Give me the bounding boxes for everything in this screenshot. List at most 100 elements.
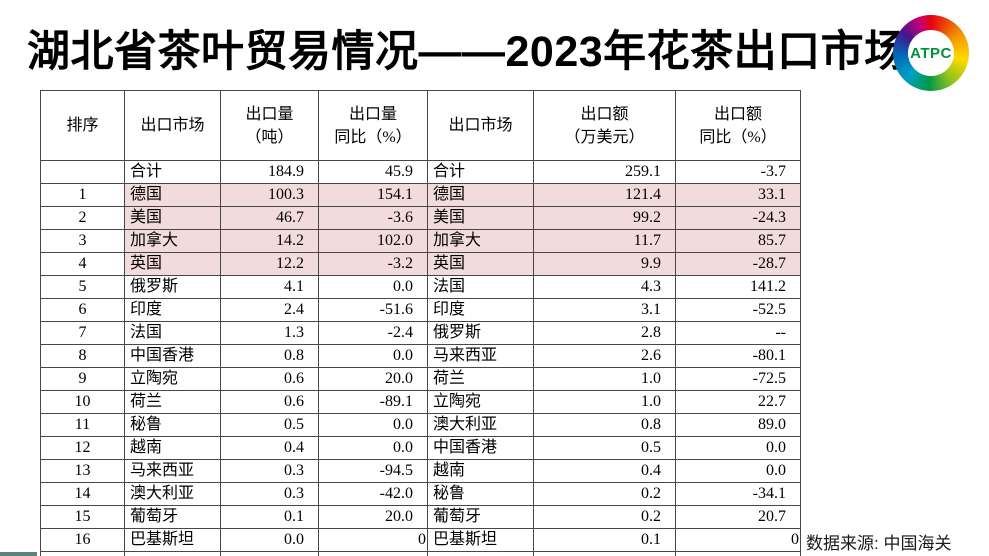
table-cell: 葡萄牙 xyxy=(427,505,534,529)
table-cell: 121.4 xyxy=(533,183,676,207)
table-row: 5 俄罗斯 4.1 0.0 法国 4.3 141.2 xyxy=(40,275,801,299)
header-cell: 出口量 （吨） xyxy=(220,90,319,161)
table-cell: 0.2 xyxy=(533,505,676,529)
table-cell: 马来西亚 xyxy=(427,344,534,368)
table-row: 9 立陶宛 0.6 20.0 荷兰 1.0 -72.5 xyxy=(40,367,801,391)
table-cell: 10 xyxy=(40,390,125,414)
table-cell: 12 xyxy=(40,436,125,460)
table-cell: 马来西亚 xyxy=(124,459,221,483)
table-cell: 加拿大 xyxy=(427,229,534,253)
table-cell: -3.6 xyxy=(318,206,428,230)
table-row: 10 荷兰 0.6 -89.1 立陶宛 1.0 22.7 xyxy=(40,390,801,414)
table-cell: 0.8 xyxy=(533,413,676,437)
table-cell: 85.7 xyxy=(675,229,801,253)
table-cell: 越南 xyxy=(427,459,534,483)
header-row: 排序 出口市场 出口量 （吨） 出口量 同比（%） 出口市场 出口额 （万美元） 出口额 同比（%） xyxy=(40,90,801,161)
table-cell: 合计 xyxy=(124,160,221,184)
table-cell: 印度 xyxy=(124,298,221,322)
table-cell: 16 xyxy=(40,528,125,552)
table-cell: 89.0 xyxy=(675,413,801,437)
table-cell: 0.5 xyxy=(533,436,676,460)
table-cell: 2 xyxy=(40,206,125,230)
table-cell: 1.3 xyxy=(220,321,319,345)
header-cell: 排序 xyxy=(40,90,125,161)
atpc-logo: ATPC xyxy=(893,15,969,91)
table-cell: 0.0 xyxy=(675,459,801,483)
header-cell: 出口额 （万美元） xyxy=(533,90,676,161)
table-cell: 46.7 xyxy=(220,206,319,230)
export-market-table: 排序 出口市场 出口量 （吨） 出口量 同比（%） 出口市场 出口额 （万美元） 出口额 同比（%）… xyxy=(40,90,801,556)
atpc-swirl-icon xyxy=(893,15,969,91)
header-cell: 出口额 同比（%） xyxy=(675,90,801,161)
table-row: 13 马来西亚 0.3 -94.5 越南 0.4 0.0 xyxy=(40,459,801,483)
table-cell: 4.1 xyxy=(220,275,319,299)
table-cell: 154.1 xyxy=(318,183,428,207)
header-cell: 出口量 同比（%） xyxy=(318,90,428,161)
table-cell: 俄罗斯 xyxy=(124,275,221,299)
table-cell: 印度 xyxy=(427,298,534,322)
table-cell: 3 xyxy=(40,229,125,253)
table-cell: 4.3 xyxy=(533,275,676,299)
table-cell: 巴基斯坦 xyxy=(427,528,534,552)
table-cell: 英国 xyxy=(427,252,534,276)
table-cell xyxy=(675,551,801,556)
table-cell: 中国香港 xyxy=(124,344,221,368)
table-cell: 美国 xyxy=(427,206,534,230)
table-cell: -- xyxy=(675,321,801,345)
table-cell: 14.2 xyxy=(220,229,319,253)
table-cell: 澳大利亚 xyxy=(427,413,534,437)
table-row: 1 德国 100.3 154.1 德国 121.4 33.1 xyxy=(40,183,801,207)
table-cell: -2.4 xyxy=(318,321,428,345)
table-cell: 荷兰 xyxy=(427,367,534,391)
table-row: 合计 184.9 45.9 合计 259.1 -3.7 xyxy=(40,160,801,184)
table-cell: 8 xyxy=(40,344,125,368)
table-cell: 立陶宛 xyxy=(427,390,534,414)
atpc-logo-text: ATPC xyxy=(910,44,952,62)
table-row: 12 越南 0.4 0.0 中国香港 0.5 0.0 xyxy=(40,436,801,460)
table-cell: 0.0 xyxy=(220,528,319,552)
table-cell: -89.1 xyxy=(318,390,428,414)
table-row: 15 葡萄牙 0.1 20.0 葡萄牙 0.2 20.7 xyxy=(40,505,801,529)
table-cell: 德国 xyxy=(124,183,221,207)
table-cell: -94.5 xyxy=(318,459,428,483)
table-cell: -52.5 xyxy=(675,298,801,322)
table-cell: 0.0 xyxy=(318,436,428,460)
table-cell: 美国 xyxy=(124,206,221,230)
table-row: 16 巴基斯坦 0.0 0 巴基斯坦 0.1 0 xyxy=(40,528,801,552)
table-cell: 3.1 xyxy=(533,298,676,322)
table-cell: 33.1 xyxy=(675,183,801,207)
table-cell: 22.7 xyxy=(675,390,801,414)
header-cell: 出口市场 xyxy=(124,90,221,161)
table-cell: -3.7 xyxy=(675,160,801,184)
table-cell: -51.6 xyxy=(318,298,428,322)
table-cell: 99.2 xyxy=(533,206,676,230)
table-cell: 2.8 xyxy=(533,321,676,345)
table-cell: 2.6 xyxy=(533,344,676,368)
table-cell: 45.9 xyxy=(318,160,428,184)
bottom-left-sliver xyxy=(0,552,37,556)
table-cell xyxy=(40,551,125,556)
table-cell: 越南 xyxy=(124,436,221,460)
table-cell: -24.3 xyxy=(675,206,801,230)
table-cell: 秘鲁 xyxy=(124,413,221,437)
table-cell: 259.1 xyxy=(533,160,676,184)
table-cell: 立陶宛 xyxy=(124,367,221,391)
table-cell: 巴基斯坦 xyxy=(124,528,221,552)
table-cell: 0.1 xyxy=(533,528,676,552)
data-source-note: 数据来源: 中国海关 xyxy=(806,534,952,553)
table-cell: 0.4 xyxy=(533,459,676,483)
table-cell xyxy=(124,551,221,556)
table-cell: 0.3 xyxy=(220,459,319,483)
table-cell: 4 xyxy=(40,252,125,276)
table-cell: 13 xyxy=(40,459,125,483)
table-cell: 12.2 xyxy=(220,252,319,276)
table-cell: 0 xyxy=(675,528,801,552)
table-cell: 法国 xyxy=(124,321,221,345)
table-cell: -80.1 xyxy=(675,344,801,368)
header-cell: 出口市场 xyxy=(427,90,534,161)
table-cell: -72.5 xyxy=(675,367,801,391)
table-cell: 14 xyxy=(40,482,125,506)
table-cell: 0.0 xyxy=(318,413,428,437)
table-cell: 0.0 xyxy=(318,275,428,299)
